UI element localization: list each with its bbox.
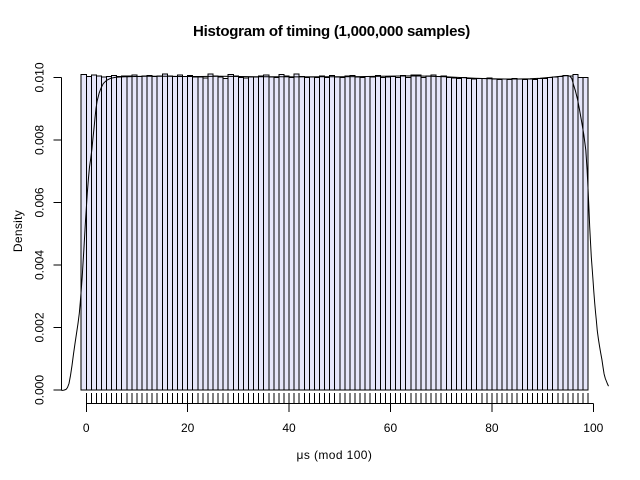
svg-text:Density: Density	[11, 210, 25, 252]
svg-text:0: 0	[83, 421, 90, 435]
svg-text:0.000: 0.000	[33, 375, 47, 405]
svg-text:80: 80	[485, 421, 499, 435]
svg-text:0.002: 0.002	[33, 312, 47, 342]
svg-text:20: 20	[181, 421, 195, 435]
svg-text:60: 60	[384, 421, 398, 435]
svg-text:0.010: 0.010	[33, 62, 47, 92]
svg-text:0.008: 0.008	[33, 125, 47, 155]
svg-text:100: 100	[583, 421, 603, 435]
svg-text:μs (mod 100): μs (mod 100)	[297, 448, 373, 462]
svg-text:0.004: 0.004	[33, 250, 47, 280]
svg-text:0.006: 0.006	[33, 187, 47, 217]
svg-text:Histogram of timing (1,000,000: Histogram of timing (1,000,000 samples)	[193, 23, 470, 40]
svg-text:40: 40	[282, 421, 296, 435]
